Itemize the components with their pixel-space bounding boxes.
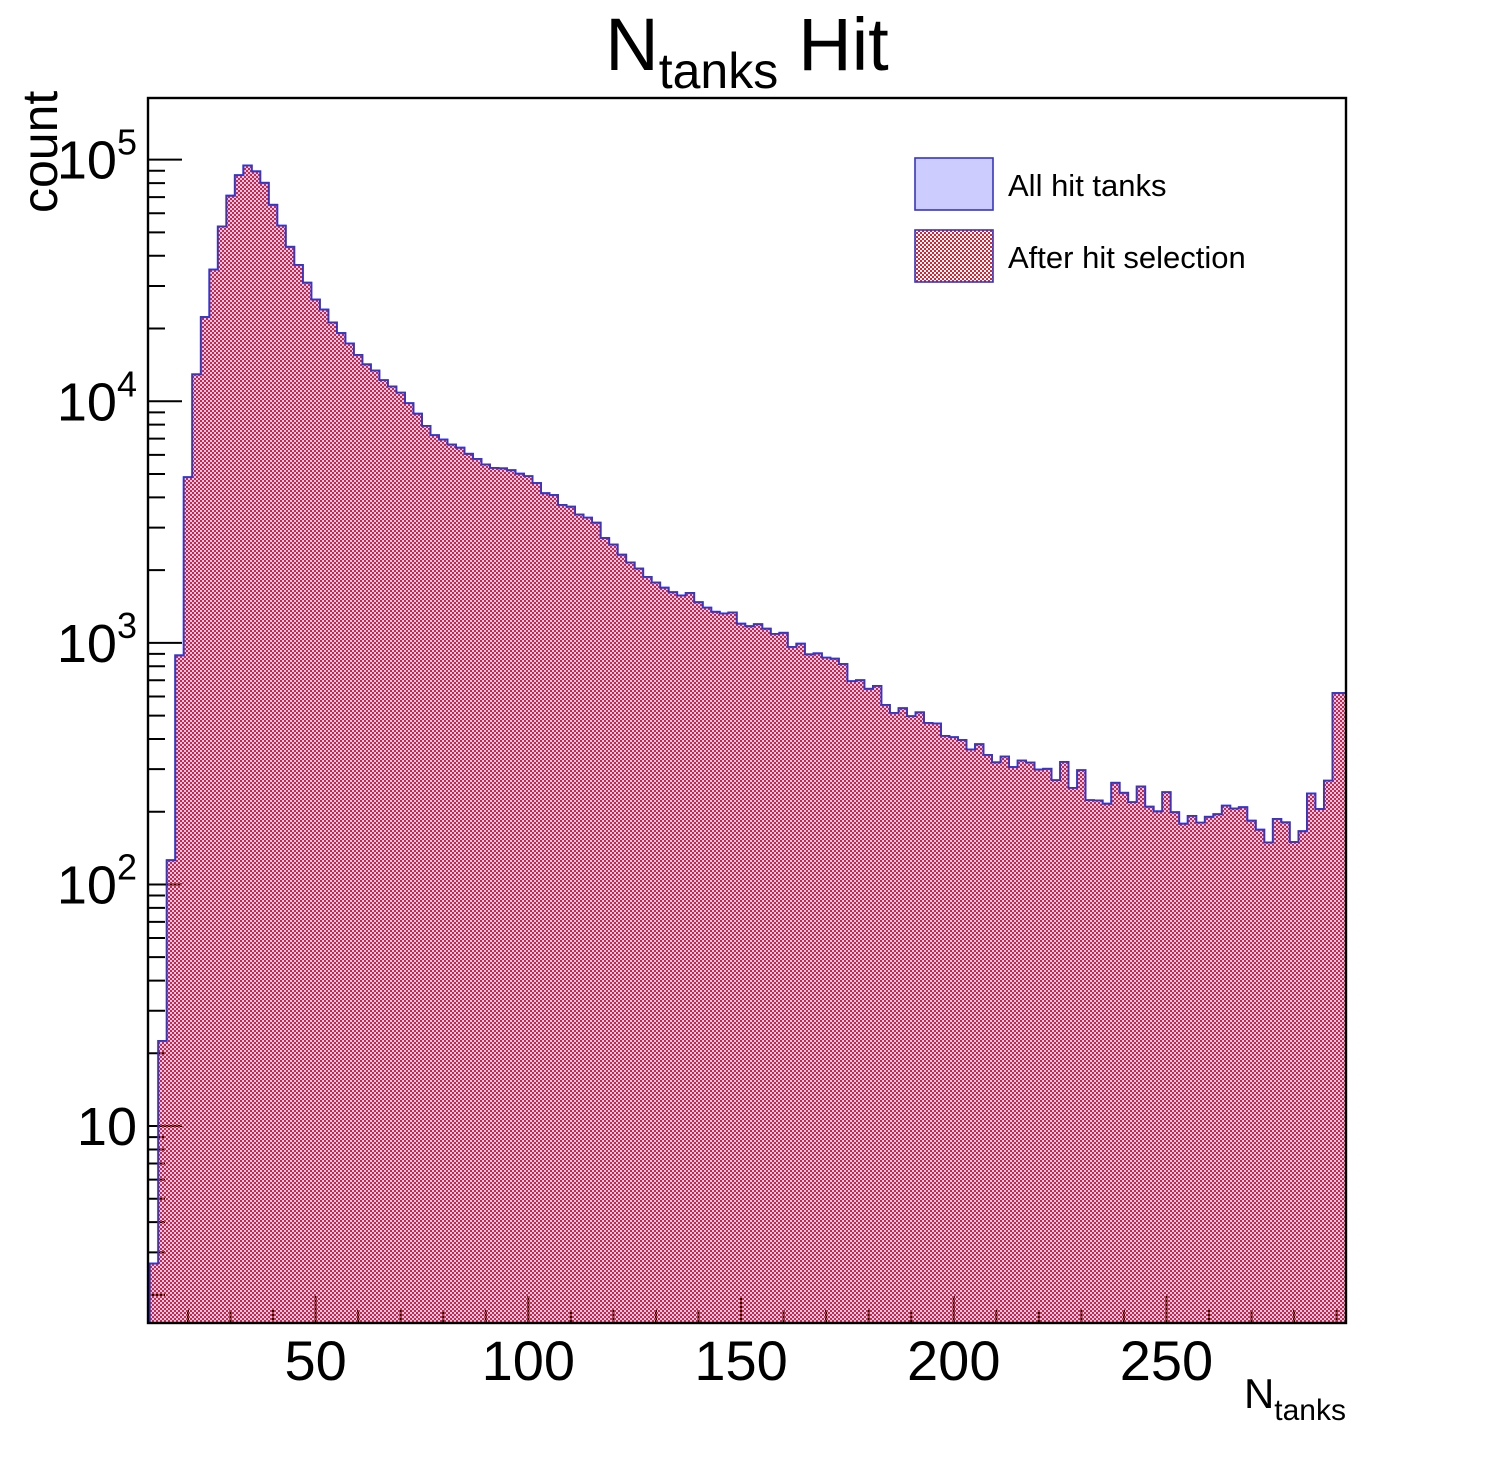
- y-axis-tick-label: 103: [57, 605, 137, 674]
- plot-title-main: N: [605, 3, 658, 86]
- x-axis-tick-label: 150: [694, 1329, 787, 1392]
- y-tick-exponent: 3: [117, 605, 137, 646]
- legend-label-after-hit-selection: After hit selection: [1008, 240, 1246, 275]
- plot-title-subscript: tanks: [659, 43, 779, 99]
- y-tick-base: 10: [77, 1097, 137, 1157]
- x-axis-tick-label: 250: [1120, 1329, 1213, 1392]
- y-axis-tick-label: 102: [57, 846, 137, 915]
- legend: All hit tanks After hit selection: [914, 157, 1246, 283]
- y-axis-tick-label: 104: [57, 363, 137, 432]
- legend-swatch-all-hit-tanks: [914, 157, 994, 211]
- y-axis-tick-label: 105: [57, 122, 137, 191]
- x-axis-title-subscript: tanks: [1274, 1394, 1346, 1427]
- plot-title-suffix: Hit: [798, 3, 889, 86]
- histogram-after-hit-selection: [148, 164, 1347, 1324]
- histogram-path-after-hit-selection: [148, 164, 1347, 1324]
- x-axis-tick-label: 50: [284, 1329, 346, 1392]
- y-axis-tick-label: 10: [77, 1097, 137, 1157]
- y-tick-exponent: 2: [117, 846, 137, 887]
- y-tick-base: 10: [57, 372, 117, 432]
- x-axis-title-main: N: [1244, 1370, 1274, 1417]
- y-tick-exponent: 4: [117, 363, 137, 404]
- x-axis-title: Ntanks: [1244, 1370, 1346, 1427]
- y-tick-exponent: 5: [117, 122, 137, 163]
- y-tick-base: 10: [57, 131, 117, 191]
- plot-frame: [146, 96, 1348, 1325]
- y-tick-base: 10: [57, 855, 117, 915]
- legend-label-all-hit-tanks: All hit tanks: [1008, 168, 1167, 203]
- plot-title: Ntanks Hit: [605, 3, 889, 99]
- x-axis-tick-label: 100: [482, 1329, 575, 1392]
- y-axis-title: count: [12, 91, 68, 213]
- legend-swatch-after-hit-selection: [914, 229, 994, 283]
- x-axis-tick-label: 200: [907, 1329, 1000, 1392]
- y-tick-base: 10: [57, 614, 117, 674]
